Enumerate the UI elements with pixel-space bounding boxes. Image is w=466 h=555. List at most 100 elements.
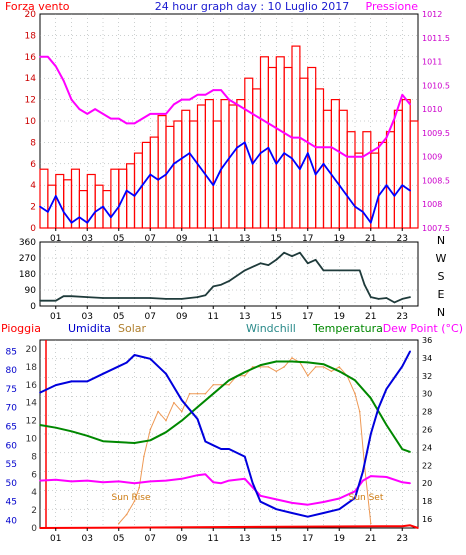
x-tick-label: 05 [113, 534, 124, 544]
pressure-point [338, 151, 341, 153]
wind-point [181, 157, 183, 160]
x-tick-label: 23 [397, 312, 408, 322]
pressure-point [267, 122, 270, 125]
humidity-point [133, 354, 136, 356]
solar-point [267, 366, 270, 368]
wind-point [212, 184, 215, 186]
direction-tick-label: 90 [25, 286, 37, 296]
right-tick-label: 1010.5 [422, 81, 450, 90]
humidity-tick-label: 75 [6, 385, 17, 395]
humidity-point [220, 448, 222, 450]
wind-point [165, 173, 167, 176]
wind-point [377, 195, 380, 197]
pressure-point [102, 113, 104, 115]
dewpoint-point [39, 479, 41, 482]
direction-point [149, 297, 152, 299]
x-tick-label: 03 [82, 534, 93, 544]
x-tick-label: 21 [365, 312, 376, 322]
solar-point [314, 366, 317, 368]
solar-point [244, 375, 246, 377]
rain-tick-label: 14 [26, 399, 38, 409]
direction-point [165, 298, 167, 300]
pressure-point [354, 155, 356, 158]
direction-point [291, 255, 293, 257]
wind-point [70, 221, 73, 224]
wind-point [236, 147, 238, 149]
humidity-point [244, 455, 246, 458]
compass-label: W [436, 252, 447, 265]
pressure-point [204, 94, 207, 96]
humidity-point [212, 444, 215, 447]
right-ticks: 1007.5 1008 1008.5 1009 1009.5 1010 1010.5 1011… [422, 10, 450, 233]
temperature-point [354, 379, 356, 382]
pressure-point [55, 65, 57, 68]
temperature-point [196, 406, 199, 408]
wind-point [393, 195, 396, 197]
temperature-point [322, 363, 325, 366]
solar-point [283, 366, 285, 368]
wind-point [385, 184, 388, 186]
temperature-tick-label: 22 [422, 461, 432, 470]
wind-point [102, 205, 104, 208]
pressure-point [86, 113, 89, 115]
pressure-point [165, 113, 167, 115]
pressure-point [196, 94, 199, 96]
wind-point [62, 211, 65, 213]
solar-point [118, 522, 120, 525]
pressure-point [393, 117, 396, 120]
wind-point [322, 163, 325, 165]
pressure-point [220, 89, 222, 91]
solar-point [212, 384, 215, 386]
humidity-point [307, 515, 309, 518]
right-tick-label: 1012 [422, 10, 442, 19]
pressure-point [251, 113, 254, 115]
dewpoint-point [291, 502, 293, 504]
temperature-point [70, 430, 73, 433]
humidity-point [196, 418, 199, 420]
solar-point [370, 522, 372, 525]
direction-point [299, 251, 301, 254]
solar-point [165, 419, 167, 422]
dewpoint-point [55, 478, 57, 481]
dewpoint-point [385, 476, 388, 478]
pressure-point [173, 103, 175, 106]
direction-point [102, 297, 104, 299]
left-tick-label: 20 [25, 10, 37, 20]
humidity-legend: Umidita [68, 322, 111, 335]
pressure-point [299, 136, 301, 139]
temperature-point [55, 426, 57, 429]
pressure-point [362, 155, 364, 158]
pressure-point [70, 98, 73, 101]
x-tick-label: 01 [50, 534, 61, 544]
direction-point [275, 259, 278, 261]
humidity-tick-label: 55 [6, 460, 17, 470]
direction-tick-label: 180 [19, 270, 36, 280]
direction-tick-label: 0 [30, 302, 36, 312]
series-lines [39, 340, 419, 529]
left-tick-label: 14 [25, 74, 37, 84]
solar-point [259, 366, 262, 368]
direction-point [118, 297, 120, 299]
direction-point [39, 299, 41, 302]
temperature-tick-label: 36 [422, 336, 432, 345]
direction-point [409, 296, 411, 298]
temperature-point [86, 435, 89, 437]
solar-point [307, 375, 309, 377]
solar-point [330, 370, 333, 373]
right-tick-label: 1009 [422, 153, 442, 162]
pressure-point [228, 98, 230, 101]
humidity-tick-label: 45 [6, 498, 17, 508]
pressure-point [283, 132, 285, 134]
wind-point [307, 152, 309, 154]
humidity-point [125, 361, 128, 364]
compass-label: N [437, 306, 445, 319]
direction-point [314, 259, 317, 261]
x-tick-label: 17 [302, 312, 313, 322]
humidity-point [377, 406, 380, 409]
wind-point [188, 152, 191, 154]
direction-point [228, 280, 230, 282]
direction-point [259, 262, 262, 265]
temperature-point [244, 371, 246, 374]
wind-point [244, 141, 246, 144]
dewpoint-point [204, 473, 207, 476]
